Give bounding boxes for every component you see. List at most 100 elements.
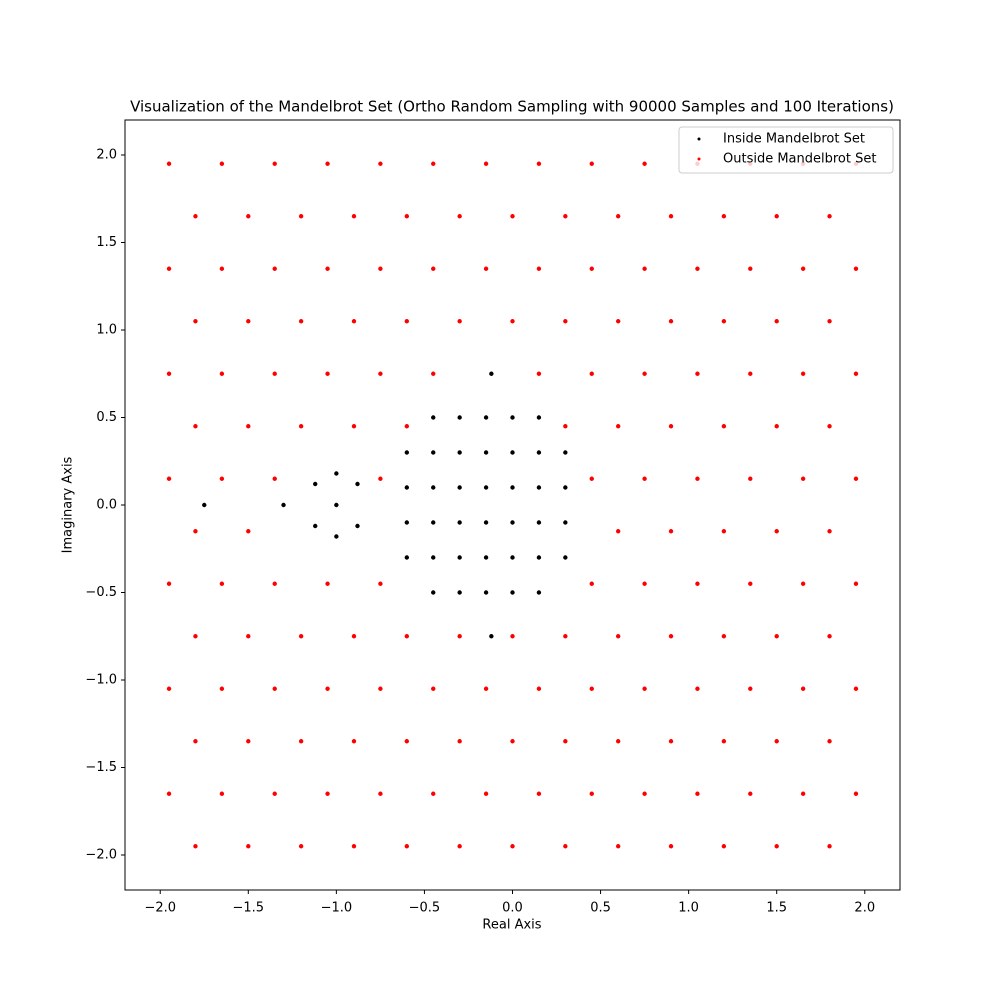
scatter-point [351,424,357,429]
scatter-point [166,266,172,271]
scatter-point [431,520,436,525]
scatter-point [219,161,225,166]
scatter-point [536,590,542,595]
scatter-point [536,371,542,376]
scatter-point [510,555,515,560]
scatter-point [313,523,318,529]
scatter-point [510,485,515,490]
scatter-point [272,581,277,586]
scatter-point [219,371,225,376]
scatter-point [695,686,700,691]
scatter-point [563,485,568,490]
scatter-point [748,686,753,691]
scatter-point [615,634,621,639]
scatter-point [800,686,806,691]
scatter-point [404,844,410,849]
scatter-point [219,791,225,796]
scatter-point [563,450,568,455]
y-tick-label: 0.0 [96,498,117,513]
scatter-point [272,476,277,481]
scatter-point [536,485,542,490]
scatter-point [281,502,286,508]
scatter-point [668,214,674,219]
scatter-point [483,791,489,796]
scatter-point [489,371,494,376]
scatter-point [695,581,700,586]
scatter-point [589,161,594,166]
scatter-point [483,266,489,271]
x-axis-label: Real Axis [482,918,541,933]
scatter-point [378,791,383,796]
scatter-point [272,161,277,166]
scatter-point [721,319,727,324]
plot-frame [124,119,901,891]
scatter-point [721,529,727,534]
scatter-point [483,415,489,420]
legend-box [678,126,894,174]
scatter-point [334,471,339,476]
scatter-point [536,161,542,166]
scatter-point [748,791,753,796]
legend-label: Outside Mandelbrot Set [723,152,876,167]
scatter-point [404,739,410,744]
scatter-point [642,371,647,376]
scatter-point [457,844,462,849]
x-tick-label: −2.0 [144,901,176,916]
scatter-point [404,520,410,525]
scatter-point [378,581,383,586]
scatter-point [246,529,251,534]
scatter-point [489,634,494,639]
y-tick-label: −0.5 [85,585,117,600]
scatter-point [827,844,832,849]
scatter-point [510,319,515,324]
scatter-point [774,424,779,429]
scatter-point [748,581,753,586]
scatter-point [404,485,410,490]
scatter-point [800,581,806,586]
scatter-point [589,371,594,376]
scatter-point [166,371,172,376]
scatter-point [510,450,515,455]
scatter-point [325,266,330,271]
y-tick-label: 1.5 [96,235,117,250]
scatter-point [748,266,753,271]
scatter-point [748,476,753,481]
scatter-point [404,555,410,560]
scatter-point [774,739,779,744]
scatter-point [325,686,330,691]
scatter-point [166,581,172,586]
scatter-point [800,371,806,376]
scatter-point [457,485,462,490]
scatter-point [589,791,594,796]
scatter-point [351,634,357,639]
scatter-point [219,686,225,691]
scatter-point [827,529,832,534]
scatter-point [298,424,304,429]
scatter-point [668,634,674,639]
scatter-point [246,214,251,219]
scatter-point [589,266,594,271]
scatter-point [378,161,383,166]
scatter-point [536,266,542,271]
scatter-point [774,634,779,639]
scatter-point [325,371,330,376]
legend-marker [697,137,701,141]
scatter-point [246,319,251,324]
scatter-point [827,319,832,324]
scatter-point [404,424,410,429]
scatter-point [563,634,568,639]
legend-marker [697,157,701,161]
scatter-point [193,844,198,849]
scatter-point [404,634,410,639]
scatter-point [827,214,832,219]
scatter-point [351,739,357,744]
scatter-point [721,844,727,849]
scatter-point [615,529,621,534]
scatter-point [615,739,621,744]
scatter-point [378,266,383,271]
chart-title: Visualization of the Mandelbrot Set (Ort… [130,98,894,116]
y-tick-label: −1.0 [85,673,117,688]
scatter-point [642,161,647,166]
scatter-point [589,581,594,586]
